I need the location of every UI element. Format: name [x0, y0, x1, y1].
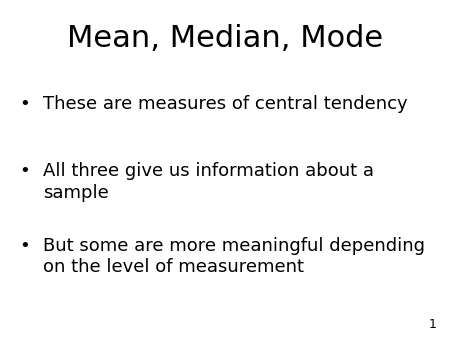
Text: •: • [19, 95, 30, 113]
Text: •: • [19, 237, 30, 255]
Text: All three give us information about a
sample: All three give us information about a sa… [43, 162, 374, 202]
Text: These are measures of central tendency: These are measures of central tendency [43, 95, 407, 113]
Text: 1: 1 [428, 318, 436, 331]
Text: But some are more meaningful depending
on the level of measurement: But some are more meaningful depending o… [43, 237, 425, 276]
Text: Mean, Median, Mode: Mean, Median, Mode [67, 24, 383, 53]
Text: •: • [19, 162, 30, 180]
